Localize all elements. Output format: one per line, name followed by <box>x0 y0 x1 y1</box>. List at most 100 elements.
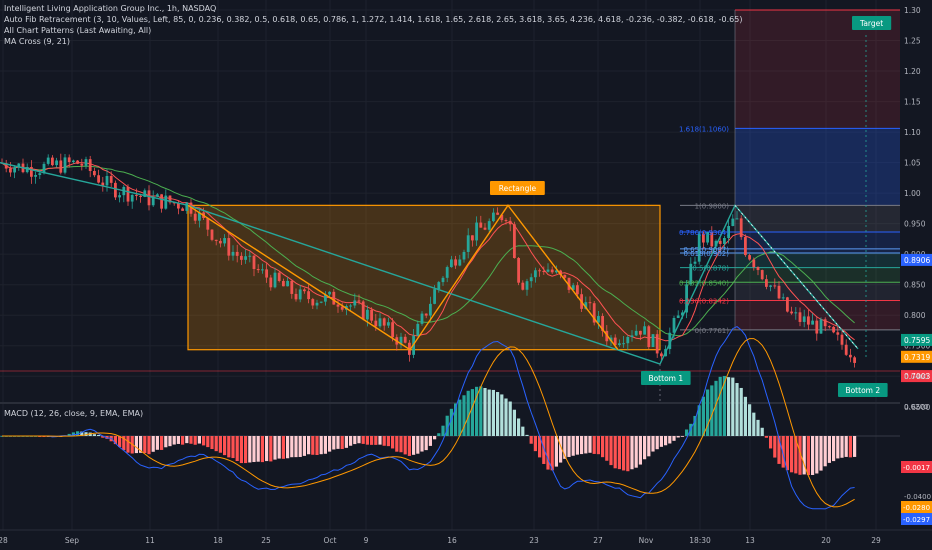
candle-body <box>622 343 625 345</box>
candle-body <box>303 289 306 292</box>
macd-histogram-bar <box>781 436 785 468</box>
candle-body <box>282 280 285 287</box>
fib-level-label: 0.382(0.8540) <box>679 279 729 287</box>
price-tick-label: 1.00 <box>904 189 921 198</box>
macd-histogram-bar <box>634 436 638 468</box>
candle-body <box>298 289 302 300</box>
candle-body <box>555 270 558 273</box>
candle-body <box>84 159 88 166</box>
candle-body <box>597 316 600 323</box>
macd-histogram-bar <box>202 436 206 446</box>
candle-body <box>328 291 331 295</box>
macd-histogram-bar <box>647 436 651 457</box>
candle-body <box>760 270 764 280</box>
macd-histogram-bar <box>311 436 315 455</box>
pattern-label-text: Target <box>859 19 883 28</box>
macd-histogram-bar <box>353 436 357 445</box>
candle-body <box>681 312 684 316</box>
candle-body <box>693 261 697 264</box>
price-tick-label: 0.7500 <box>904 342 930 351</box>
candle-body <box>324 294 327 302</box>
fib-indicator-legend[interactable]: Auto Fib Retracement (3, 10, Values, Lef… <box>4 15 743 24</box>
macd-histogram-bar <box>357 436 361 444</box>
candle-body <box>248 255 252 257</box>
macd-histogram-bar <box>798 436 802 475</box>
macd-histogram-bar <box>143 436 147 454</box>
candle-body <box>59 160 63 173</box>
projection-line <box>734 205 859 350</box>
price-tick-label: 0.6500 <box>904 403 930 412</box>
macd-histogram-bar <box>197 436 201 444</box>
time-tick-label: 9 <box>364 536 369 545</box>
macd-value-text: -0.0017 <box>903 464 930 472</box>
candle-body <box>193 213 197 221</box>
signal-line <box>2 338 855 508</box>
candle-body <box>655 334 659 354</box>
macd-histogram-bar <box>701 396 705 436</box>
price-label-tag <box>901 253 932 266</box>
candle-body <box>80 163 84 166</box>
candle-body <box>366 309 369 320</box>
macd-histogram-bar <box>164 436 168 448</box>
macd-histogram-bar <box>227 436 231 458</box>
macd-histogram-bar <box>533 436 537 452</box>
macd-histogram-bar <box>370 436 374 445</box>
candle-body <box>450 259 453 268</box>
candle-body <box>311 299 315 306</box>
macd-histogram-bar <box>244 436 248 464</box>
fib-zones <box>680 9 900 331</box>
macd-legend[interactable]: MACD (12, 26, close, 9, EMA, EMA) <box>4 409 144 418</box>
pattern-label-text: Rectangle <box>499 184 537 193</box>
macd-histogram-bar <box>626 436 630 472</box>
macd-histogram-bar <box>651 436 655 452</box>
candle-body <box>261 269 264 271</box>
macd-histogram-bar <box>454 403 458 436</box>
macd-histogram-bar <box>848 436 852 458</box>
macd-histogram-bar <box>298 436 302 457</box>
fib-level-label: 0.236(0.8242) <box>679 297 729 305</box>
macd-histogram-bar <box>554 436 558 467</box>
price-label-text: 0.7319 <box>904 353 930 362</box>
macd-histogram-bar <box>395 436 399 452</box>
fib-zone <box>735 252 900 268</box>
macd-histogram-bar <box>697 405 701 436</box>
candle-body <box>807 316 810 325</box>
macd-histogram-bar <box>521 426 525 436</box>
macd-histogram-bar <box>735 383 739 436</box>
macd-histogram-bar <box>273 436 277 460</box>
time-tick-label: 28 <box>0 536 8 545</box>
pattern-lines <box>0 35 867 402</box>
candle-body <box>487 221 491 230</box>
ma-cross-legend[interactable]: MA Cross (9, 21) <box>4 37 70 46</box>
macd-histogram-bar <box>189 436 193 444</box>
fib-level-label: 0.786(0.9364) <box>679 229 729 237</box>
macd-histogram-bar <box>361 436 365 444</box>
candle-body <box>630 335 634 338</box>
macd-histogram-bar <box>479 386 483 436</box>
candle-body <box>790 311 793 314</box>
candle-body <box>500 214 504 221</box>
symbol-title[interactable]: Intelligent Living Application Group Inc… <box>4 4 217 13</box>
time-tick-label: Nov <box>639 536 654 545</box>
patterns-indicator-legend[interactable]: All Chart Patterns (Last Awaiting, All) <box>4 26 152 35</box>
macd-histogram-bar <box>777 436 781 464</box>
candle-body <box>563 274 567 278</box>
candle-body <box>273 272 277 288</box>
candle-body <box>147 190 151 206</box>
candle-body <box>198 212 201 221</box>
macd-histogram-bar <box>172 436 176 445</box>
macd-histogram-bar <box>567 436 571 457</box>
macd-histogram-bar <box>596 436 600 455</box>
price-tick-label: 1.10 <box>904 128 921 137</box>
candle-body <box>718 240 722 244</box>
macd-histogram-bar <box>496 392 500 436</box>
macd-histogram-bar <box>571 436 575 456</box>
macd-histogram-bar <box>508 401 512 436</box>
candle-body <box>828 326 831 328</box>
candle-body <box>479 222 483 228</box>
candle-body <box>126 186 130 202</box>
candle-body <box>164 195 168 209</box>
macd-histogram-bar <box>416 436 420 454</box>
macd-histogram-bar <box>139 436 143 453</box>
